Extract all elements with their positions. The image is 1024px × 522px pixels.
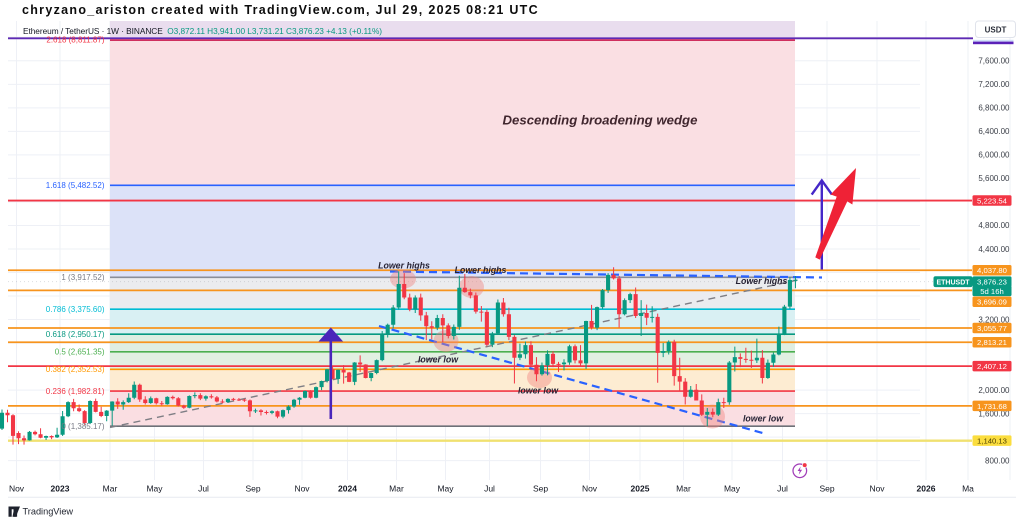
svg-text:0 (1,385.17): 0 (1,385.17) — [61, 422, 104, 431]
svg-text:6,400.00: 6,400.00 — [978, 127, 1010, 136]
svg-text:Nov: Nov — [294, 484, 310, 494]
svg-text:1,731.68: 1,731.68 — [977, 402, 1007, 411]
svg-text:2026: 2026 — [917, 484, 936, 494]
svg-text:Mar: Mar — [676, 484, 691, 494]
svg-text:ETHUSDT: ETHUSDT — [936, 280, 970, 287]
svg-text:3,876.23: 3,876.23 — [977, 278, 1007, 287]
svg-text:3,696.09: 3,696.09 — [977, 298, 1007, 307]
svg-text:0.236 (1,982.81): 0.236 (1,982.81) — [46, 387, 105, 396]
svg-text:0.382 (2,352.53): 0.382 (2,352.53) — [46, 365, 105, 374]
svg-text:0.5 (2,651.35): 0.5 (2,651.35) — [55, 348, 105, 357]
svg-text:Jul: Jul — [198, 484, 209, 494]
svg-text:6,000.00: 6,000.00 — [978, 151, 1010, 160]
svg-text:3,055.77: 3,055.77 — [977, 324, 1007, 333]
svg-text:4,400.00: 4,400.00 — [978, 245, 1010, 254]
svg-text:2,813.21: 2,813.21 — [977, 338, 1007, 347]
svg-text:2,000.00: 2,000.00 — [978, 386, 1010, 395]
svg-text:Mar: Mar — [103, 484, 118, 494]
svg-text:USDT: USDT — [985, 26, 1007, 35]
svg-text:6,800.00: 6,800.00 — [978, 104, 1010, 113]
svg-text:3,200.00: 3,200.00 — [978, 315, 1010, 324]
svg-text:0.786 (3,375.60): 0.786 (3,375.60) — [46, 305, 105, 314]
svg-text:1,140.13: 1,140.13 — [977, 437, 1007, 446]
svg-text:Jul: Jul — [484, 484, 495, 494]
svg-text:May: May — [146, 484, 163, 494]
svg-text:Ma: Ma — [962, 484, 974, 494]
svg-text:lower low: lower low — [418, 354, 459, 364]
svg-text:May: May — [724, 484, 741, 494]
svg-text:Lower highs: Lower highs — [378, 260, 430, 270]
svg-text:Sep: Sep — [245, 484, 260, 494]
svg-text:lower low: lower low — [743, 413, 784, 423]
svg-text:Sep: Sep — [819, 484, 834, 494]
svg-text:2,407.12: 2,407.12 — [977, 362, 1007, 371]
svg-text:Lower highs: Lower highs — [736, 276, 788, 286]
svg-text:2023: 2023 — [51, 484, 70, 494]
svg-text:7,200.00: 7,200.00 — [978, 80, 1010, 89]
svg-text:TradingView: TradingView — [23, 507, 74, 517]
svg-text:2025: 2025 — [631, 484, 650, 494]
svg-text:4,037.80: 4,037.80 — [977, 266, 1007, 275]
svg-text:Descending broadening wedge: Descending broadening wedge — [503, 112, 698, 127]
svg-text:2024: 2024 — [338, 484, 357, 494]
svg-text:Nov: Nov — [869, 484, 885, 494]
svg-text:0.618 (2,950.17): 0.618 (2,950.17) — [46, 330, 105, 339]
svg-text:Lower highs: Lower highs — [455, 265, 507, 275]
svg-text:1.618 (5,482.52): 1.618 (5,482.52) — [46, 181, 105, 190]
svg-text:May: May — [437, 484, 454, 494]
svg-text:Sep: Sep — [533, 484, 548, 494]
svg-text:Jul: Jul — [777, 484, 788, 494]
svg-text:Nov: Nov — [9, 484, 25, 494]
svg-text:5d 16h: 5d 16h — [980, 287, 1004, 296]
svg-text:lower low: lower low — [518, 385, 559, 395]
svg-text:7,600.00: 7,600.00 — [978, 57, 1010, 66]
svg-text:1,600.00: 1,600.00 — [978, 409, 1010, 418]
svg-text:Mar: Mar — [389, 484, 404, 494]
svg-text:800.00: 800.00 — [985, 456, 1010, 465]
svg-text:5,600.00: 5,600.00 — [978, 174, 1010, 183]
svg-text:1 (3,917.52): 1 (3,917.52) — [61, 273, 104, 282]
svg-text:2.618 (8,811.87): 2.618 (8,811.87) — [46, 35, 104, 44]
svg-text:4,800.00: 4,800.00 — [978, 221, 1010, 230]
svg-text:Nov: Nov — [582, 484, 598, 494]
svg-text:5,223.54: 5,223.54 — [977, 196, 1008, 205]
